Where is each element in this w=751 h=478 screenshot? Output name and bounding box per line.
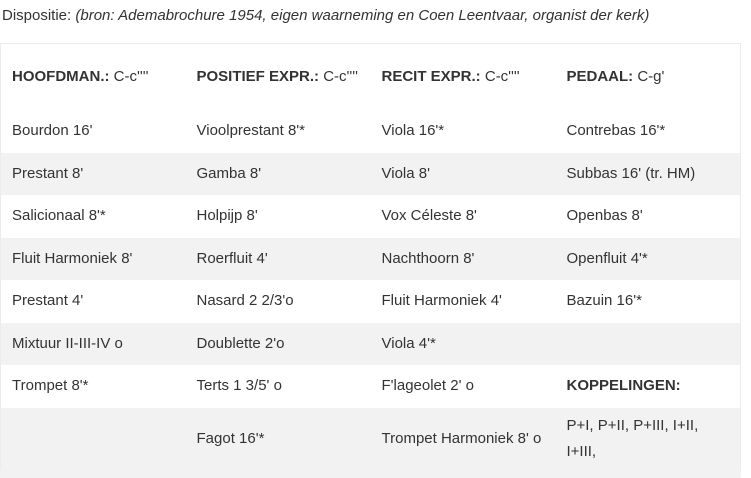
header-pedaal: PEDAAL: C-g' <box>555 43 741 110</box>
table-cell <box>0 407 186 470</box>
table-cell: Vox Céleste 8' <box>381 207 477 225</box>
table-cell: Openfluit 4'* <box>555 237 741 280</box>
table-cell: Mixtuur II-III-IV o <box>0 322 186 365</box>
table-cell: Fluit Harmoniek 8' <box>0 237 186 280</box>
table-cell: Viola 16'* <box>381 122 445 140</box>
disposition-intro: Dispositie: (bron: Ademabrochure 1954, e… <box>2 6 649 26</box>
table-cell: Prestant 8' <box>0 152 186 195</box>
table-cell: Roerfluit 4' <box>185 237 371 280</box>
table-cell: Holpijp 8' <box>196 207 258 225</box>
table-cell: Doublette 2'o <box>185 322 371 365</box>
table-cell: Openbas 8' <box>566 207 643 225</box>
table-cell: Viola 8' <box>370 152 556 195</box>
intro-label: Dispositie: <box>2 7 72 24</box>
table-header-row: HOOFDMAN.: C-c'''' POSITIEF EXPR.: C-c''… <box>0 43 741 110</box>
table-footer-strip <box>0 470 741 478</box>
table-cell: Gamba 8' <box>185 152 371 195</box>
table-row: Trompet 8'* Terts 1 3/5' o F'lageolet 2' o… <box>1 365 741 408</box>
table-cell: Bourdon 16' <box>12 122 93 140</box>
table-cell: Bazuin 16'* <box>566 292 642 310</box>
table-cell: Contrebas 16'* <box>566 122 666 140</box>
intro-source: (bron: Ademabrochure 1954, eigen waarnem… <box>75 7 650 24</box>
table-row: Fagot 16'* Trompet Harmoniek 8' o P+I, P+I… <box>0 407 741 470</box>
table-cell: Prestant 4' <box>12 292 84 310</box>
table-row: Fluit Harmoniek 8' Roerfluit 4' Nachthoorn… <box>0 237 741 280</box>
table-cell: Salicionaal 8'* <box>12 207 106 225</box>
table-cell: F'lageolet 2' o <box>381 377 474 395</box>
table-row: Mixtuur II-III-IV o Doublette 2'o Viola 4'… <box>0 322 741 365</box>
table-cell: Nasard 2 2/3'o <box>196 292 294 310</box>
table-cell: Viola 4'* <box>370 322 556 365</box>
table-cell: Trompet Harmoniek 8' o <box>370 407 556 470</box>
table-row: Prestant 4' Nasard 2 2/3'o Fluit Harmoniek… <box>1 280 741 323</box>
table-row: Salicionaal 8'* Holpijp 8' Vox Céleste 8' O… <box>1 195 741 238</box>
header-recit: RECIT EXPR.: C-c'''' <box>370 43 556 110</box>
table-cell <box>555 322 741 365</box>
table-cell: Nachthoorn 8' <box>370 237 556 280</box>
table-cell: Subbas 16' (tr. HM) <box>555 152 741 195</box>
table-cell: Fluit Harmoniek 4' <box>381 292 502 310</box>
table-cell: Vioolprestant 8'* <box>196 122 306 140</box>
table-row: Bourdon 16' Vioolprestant 8'* Viola 16'* Co… <box>1 110 741 153</box>
header-hoofdman: HOOFDMAN.: C-c'''' <box>0 43 186 110</box>
header-positief: POSITIEF EXPR.: C-c'''' <box>185 43 371 110</box>
table-cell: Trompet 8'* <box>12 377 89 395</box>
table-row: Prestant 8' Gamba 8' Viola 8' Subbas 16' (t… <box>0 152 741 195</box>
table-cell: Terts 1 3/5' o <box>196 377 282 395</box>
table-cell: P+I, P+II, P+III, I+II, I+III, <box>555 407 741 470</box>
table-cell: Fagot 16'* <box>185 407 371 470</box>
table-cell: KOPPELINGEN: <box>566 377 681 395</box>
disposition-table: HOOFDMAN.: C-c'''' POSITIEF EXPR.: C-c''… <box>0 43 741 471</box>
